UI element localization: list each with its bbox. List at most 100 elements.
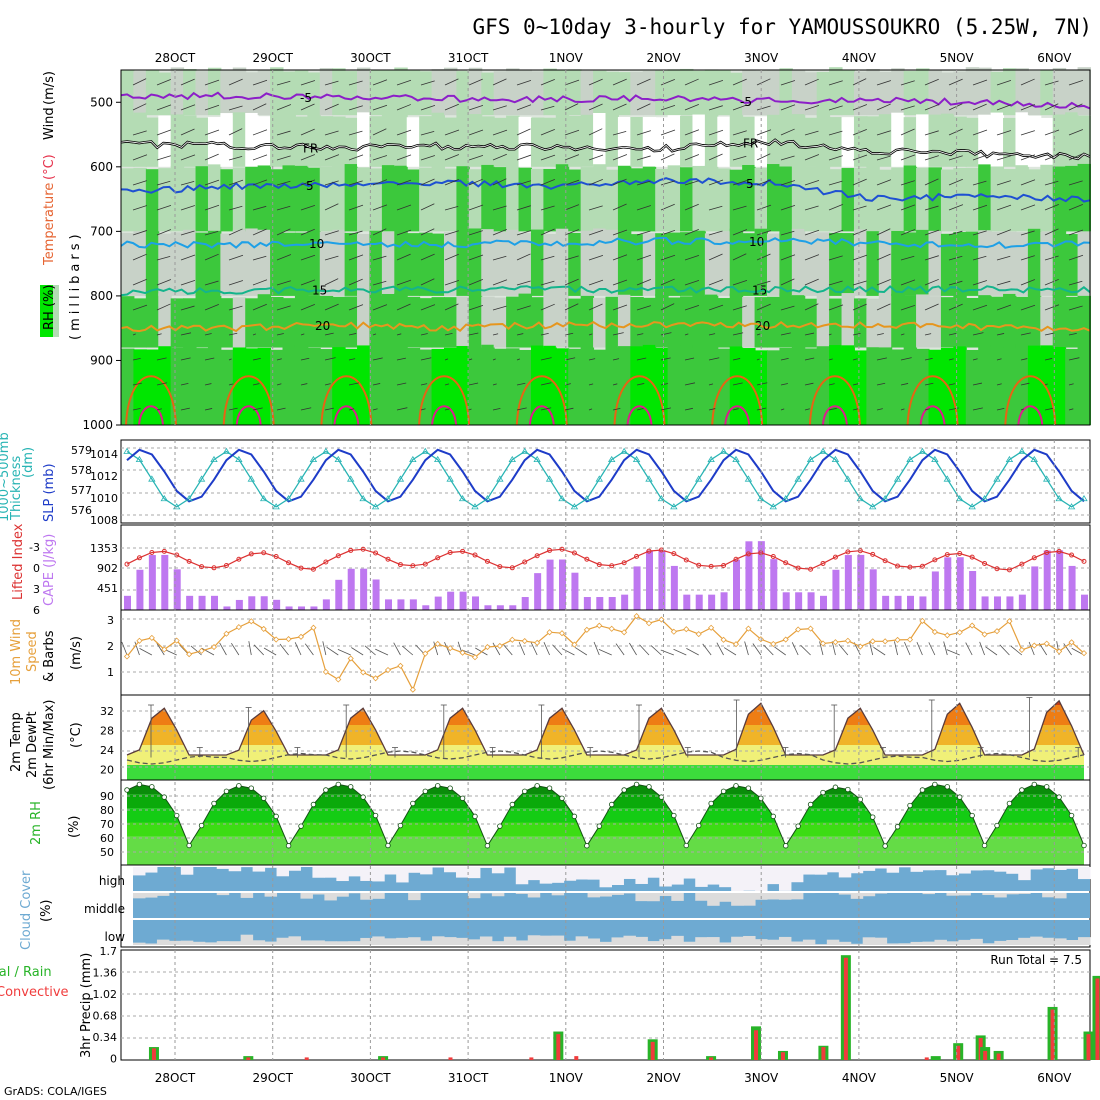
cloud-unit-label: (%) bbox=[39, 900, 54, 923]
wind-barb bbox=[900, 229, 916, 236]
rh-cell bbox=[742, 233, 756, 296]
rh-legend-swatch-light bbox=[53, 285, 59, 337]
wind10m-marker bbox=[1018, 646, 1025, 653]
wind10m-barb bbox=[838, 644, 849, 656]
wind-barb bbox=[636, 130, 651, 136]
wind-barb bbox=[540, 407, 552, 411]
wind-barb bbox=[516, 230, 531, 236]
rh-cell bbox=[431, 165, 445, 232]
cloud-cell bbox=[994, 893, 1007, 898]
wind-barb bbox=[852, 332, 861, 336]
wind-barb bbox=[948, 178, 963, 186]
rh2m-marker bbox=[870, 814, 876, 820]
rh-cell bbox=[866, 347, 880, 425]
rh2m-marker bbox=[124, 787, 130, 793]
cloud-cell bbox=[994, 940, 1007, 945]
rh-cell bbox=[257, 116, 272, 167]
thickness-marker bbox=[856, 494, 864, 502]
wind10m-barb bbox=[139, 648, 153, 656]
wind10m-marker bbox=[670, 628, 677, 635]
wind-barb bbox=[612, 358, 620, 361]
wind-barb bbox=[300, 80, 316, 86]
wind-barb bbox=[324, 203, 339, 211]
rh-cell bbox=[307, 229, 321, 296]
rh-cell bbox=[369, 230, 383, 296]
rh-cell bbox=[605, 347, 619, 425]
wind-barb bbox=[996, 383, 1002, 386]
lifted-index-marker bbox=[1069, 552, 1075, 558]
wind-barb bbox=[924, 333, 932, 336]
cloud-cell bbox=[659, 939, 672, 945]
wind-barb bbox=[948, 255, 963, 261]
wind10m-marker bbox=[832, 639, 839, 646]
thickness-marker bbox=[483, 494, 492, 502]
rh-cell bbox=[704, 164, 719, 232]
lifted-index-marker bbox=[634, 553, 640, 559]
precip-tick: 0.68 bbox=[93, 1010, 118, 1023]
cape-bar bbox=[708, 594, 716, 610]
lifted-index-marker bbox=[323, 559, 329, 565]
rh-cell bbox=[493, 117, 508, 167]
wind-barb bbox=[948, 407, 959, 411]
wind-barb bbox=[468, 230, 483, 236]
wind-barb bbox=[156, 255, 171, 261]
rh2m-marker bbox=[509, 801, 515, 808]
wind10m-barb bbox=[615, 643, 625, 656]
precip-conv-bar bbox=[304, 1057, 309, 1060]
rh-cell bbox=[220, 113, 234, 167]
wind-barb bbox=[732, 104, 748, 111]
lifted-index-marker bbox=[733, 556, 739, 562]
wind-barb bbox=[252, 333, 257, 336]
cloud-cell bbox=[575, 867, 589, 880]
wind-barb bbox=[420, 203, 435, 211]
wind-barb bbox=[636, 205, 652, 211]
wind-barb bbox=[780, 155, 795, 161]
bottom-date-label: 31OCT bbox=[448, 1071, 489, 1085]
wind-barb bbox=[828, 304, 844, 311]
lifted-index-marker bbox=[335, 553, 341, 559]
wind-barb bbox=[852, 154, 868, 161]
rh-cell bbox=[170, 114, 185, 167]
cloud-cell bbox=[1054, 893, 1067, 899]
wind-barb bbox=[900, 255, 915, 261]
cloud-cell bbox=[743, 893, 756, 906]
wind-barb bbox=[924, 155, 939, 161]
lifted-index-marker bbox=[783, 560, 789, 566]
cape-bar bbox=[857, 554, 865, 610]
rh-cell bbox=[369, 295, 383, 348]
rh-cell bbox=[468, 114, 483, 167]
wind10m-barbs-label: & Barbs bbox=[42, 630, 57, 682]
cape-bar bbox=[1043, 550, 1051, 610]
rh-cell bbox=[928, 296, 942, 348]
precip-conv-bar bbox=[529, 1057, 534, 1060]
wind10m-marker bbox=[1006, 618, 1013, 625]
thickness-marker bbox=[558, 494, 566, 502]
wind10m-barb bbox=[800, 644, 811, 656]
wind-barb bbox=[300, 179, 316, 186]
wind-barb bbox=[420, 278, 435, 286]
wind-barb bbox=[1044, 153, 1059, 161]
rh-cell bbox=[990, 166, 1005, 232]
wind-barb bbox=[444, 332, 453, 336]
rh-cell bbox=[829, 345, 843, 425]
wind-barb bbox=[780, 104, 796, 111]
cloud-cell bbox=[168, 940, 182, 945]
cloud-cell bbox=[444, 937, 457, 945]
rh-cell bbox=[903, 71, 918, 116]
cloud-cell bbox=[420, 940, 433, 945]
isotherm-30 bbox=[431, 405, 458, 426]
rh-cell bbox=[232, 67, 247, 116]
lifted-index-marker bbox=[646, 548, 652, 554]
cloud-cell bbox=[288, 867, 301, 871]
thickness-marker bbox=[881, 494, 889, 502]
rh-cell bbox=[568, 348, 582, 425]
precip-conv-bar bbox=[956, 1045, 961, 1060]
wind-barb bbox=[636, 180, 651, 186]
cloud-cell bbox=[886, 867, 900, 873]
rh-cell bbox=[1003, 231, 1017, 296]
wind-barb bbox=[1044, 332, 1054, 336]
rh2m-marker bbox=[770, 813, 776, 820]
thickness-marker bbox=[148, 475, 156, 482]
